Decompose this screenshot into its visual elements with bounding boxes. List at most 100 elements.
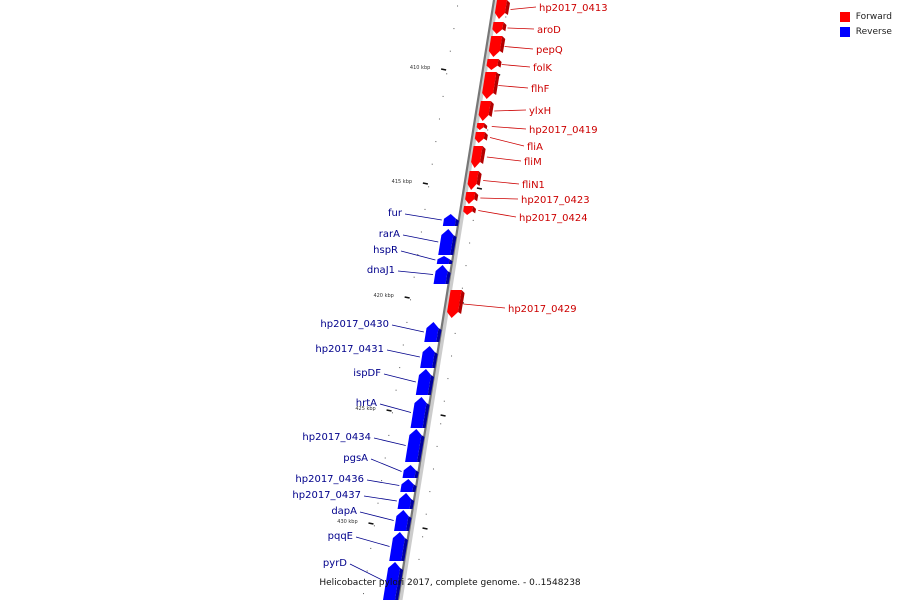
gene-arrow-fliA[interactable] xyxy=(474,132,488,143)
label-leader xyxy=(504,46,534,50)
kbp-tick-mark-left xyxy=(368,522,374,525)
gene-arrow-dnaJ1[interactable] xyxy=(433,265,451,284)
gene-body xyxy=(442,214,456,226)
gene-arrow-folK[interactable] xyxy=(486,59,502,70)
gene-label-aroD[interactable]: aroD xyxy=(537,25,561,36)
gene-arrow-hp2017_0413[interactable] xyxy=(494,0,510,19)
gene-arrow-aroD[interactable] xyxy=(492,22,507,34)
gene-label-hrtA[interactable]: hrtA xyxy=(356,398,377,409)
gene-side xyxy=(409,499,415,509)
kbp-tick: 430 kbp xyxy=(337,519,428,530)
gene-label-ispDF[interactable]: ispDF xyxy=(353,368,381,379)
gene-label-hp2017_0419[interactable]: hp2017_0419 xyxy=(529,125,598,136)
gene-label-dapA[interactable]: dapA xyxy=(331,506,357,517)
gene-side xyxy=(476,171,482,186)
gene-body xyxy=(436,256,450,264)
kbp-ticks: 410 kbp 415 kbp 420 kbp 425 kbp 430 kbp xyxy=(337,5,507,595)
gene-label-hp2017_0413[interactable]: hp2017_0413 xyxy=(539,3,608,14)
gene-label-ylxH[interactable]: ylxH xyxy=(529,106,551,117)
gene-labels[interactable]: hp2017_0413 aroD pepQ folK flhF ylxH hp2017_04… xyxy=(292,3,607,569)
gene-arrow-dapA[interactable] xyxy=(394,510,412,531)
gene-label-pyrD[interactable]: pyrD xyxy=(323,558,347,569)
gene-arrow-flhF[interactable] xyxy=(482,72,500,99)
gene-label-flhF[interactable]: flhF xyxy=(531,84,550,95)
gene-arrow-hspR[interactable] xyxy=(436,256,453,264)
gene-arrows[interactable] xyxy=(383,0,510,600)
gene-label-folK[interactable]: folK xyxy=(533,63,552,74)
gene-arrow-hp2017_0434[interactable] xyxy=(405,429,425,462)
gene-label-dnaJ1[interactable]: dnaJ1 xyxy=(367,265,395,276)
gene-label-fur[interactable]: fur xyxy=(388,208,403,219)
label-leader xyxy=(480,197,519,200)
backbone-shadow xyxy=(397,0,499,600)
gene-side xyxy=(414,470,419,478)
gene-label-rarA[interactable]: rarA xyxy=(379,229,400,240)
gene-arrow-fliM[interactable] xyxy=(471,146,486,168)
gene-arrow-hp2017_0431[interactable] xyxy=(420,346,438,368)
legend: Forward Reverse xyxy=(839,9,892,39)
gene-body xyxy=(494,0,507,19)
gene-label-pepQ[interactable]: pepQ xyxy=(536,45,563,56)
gene-label-hp2017_0434[interactable]: hp2017_0434 xyxy=(302,432,371,443)
gene-label-hp2017_0423[interactable]: hp2017_0423 xyxy=(521,195,590,206)
kbp-tick-label: 415 kbp xyxy=(392,179,412,185)
gene-arrow-ispDF[interactable] xyxy=(415,369,434,395)
gene-arrow-hp2017_0429[interactable] xyxy=(447,290,465,318)
label-leader xyxy=(397,270,434,275)
gene-arrow-hp2017_0436[interactable] xyxy=(400,479,417,492)
gene-arrow-pyrD[interactable] xyxy=(383,562,404,600)
gene-side xyxy=(395,568,404,600)
gene-arrow-ylxH[interactable] xyxy=(478,101,494,121)
gene-label-hp2017_0431[interactable]: hp2017_0431 xyxy=(315,344,384,355)
kbp-tick: 425 kbp xyxy=(355,406,446,417)
label-leader xyxy=(489,137,525,147)
kbp-tick-label: 420 kbp xyxy=(373,293,393,299)
gene-arrow-rarA[interactable] xyxy=(438,229,457,255)
gene-label-hspR[interactable]: hspR xyxy=(373,245,398,256)
gene-arrow-fur[interactable] xyxy=(442,214,459,226)
gene-body xyxy=(471,146,483,168)
gene-label-hp2017_0424[interactable]: hp2017_0424 xyxy=(519,213,588,224)
backbone-line xyxy=(396,0,496,600)
gene-body xyxy=(486,59,499,70)
kbp-tick-mark-left xyxy=(386,409,392,412)
gene-arrow-hp2017_0419[interactable] xyxy=(476,123,488,130)
kbp-tick-mark-right xyxy=(440,414,446,417)
gene-arrow-hp2017_0423[interactable] xyxy=(465,192,479,204)
gene-body xyxy=(383,562,401,600)
gene-side xyxy=(488,101,494,117)
gene-arrow-hp2017_0437[interactable] xyxy=(397,493,415,509)
gene-arrow-fliN1[interactable] xyxy=(467,171,482,190)
gene-label-hp2017_0430[interactable]: hp2017_0430 xyxy=(320,319,389,330)
gene-arrow-hp2017_0424[interactable] xyxy=(463,206,477,215)
gene-label-hp2017_0429[interactable]: hp2017_0429 xyxy=(508,304,577,315)
label-leader xyxy=(507,27,535,30)
gene-arrow-pepQ[interactable] xyxy=(488,36,506,57)
reverse-swatch xyxy=(839,26,850,37)
label-leader xyxy=(379,403,412,413)
gene-label-fliN1[interactable]: fliN1 xyxy=(522,180,545,191)
label-leader xyxy=(491,126,527,130)
gene-arrow-pqqE[interactable] xyxy=(389,532,408,561)
gene-body xyxy=(438,229,454,255)
legend-reverse: Reverse xyxy=(839,24,892,39)
gene-body xyxy=(424,322,439,342)
gene-label-fliA[interactable]: fliA xyxy=(527,142,543,153)
gene-body xyxy=(467,171,479,190)
gene-label-hp2017_0436[interactable]: hp2017_0436 xyxy=(295,474,364,485)
kbp-tick-mark-left xyxy=(404,296,410,299)
gene-label-hp2017_0437[interactable]: hp2017_0437 xyxy=(292,490,361,501)
gene-body xyxy=(465,192,476,204)
label-leader xyxy=(349,563,385,582)
label-leader xyxy=(386,349,420,358)
gene-label-pgsA[interactable]: pgsA xyxy=(343,453,368,464)
gene-arrow-hrtA[interactable] xyxy=(410,397,430,428)
gene-side xyxy=(406,516,412,531)
gene-arrow-pgsA[interactable] xyxy=(402,465,419,478)
gene-label-fliM[interactable]: fliM xyxy=(524,157,542,168)
gene-body xyxy=(433,265,448,284)
gene-arrow-hp2017_0430[interactable] xyxy=(424,322,442,342)
genome-caption: Helicobacter pylori 2017, complete genom… xyxy=(319,578,581,588)
gene-label-pqqE[interactable]: pqqE xyxy=(328,531,353,542)
